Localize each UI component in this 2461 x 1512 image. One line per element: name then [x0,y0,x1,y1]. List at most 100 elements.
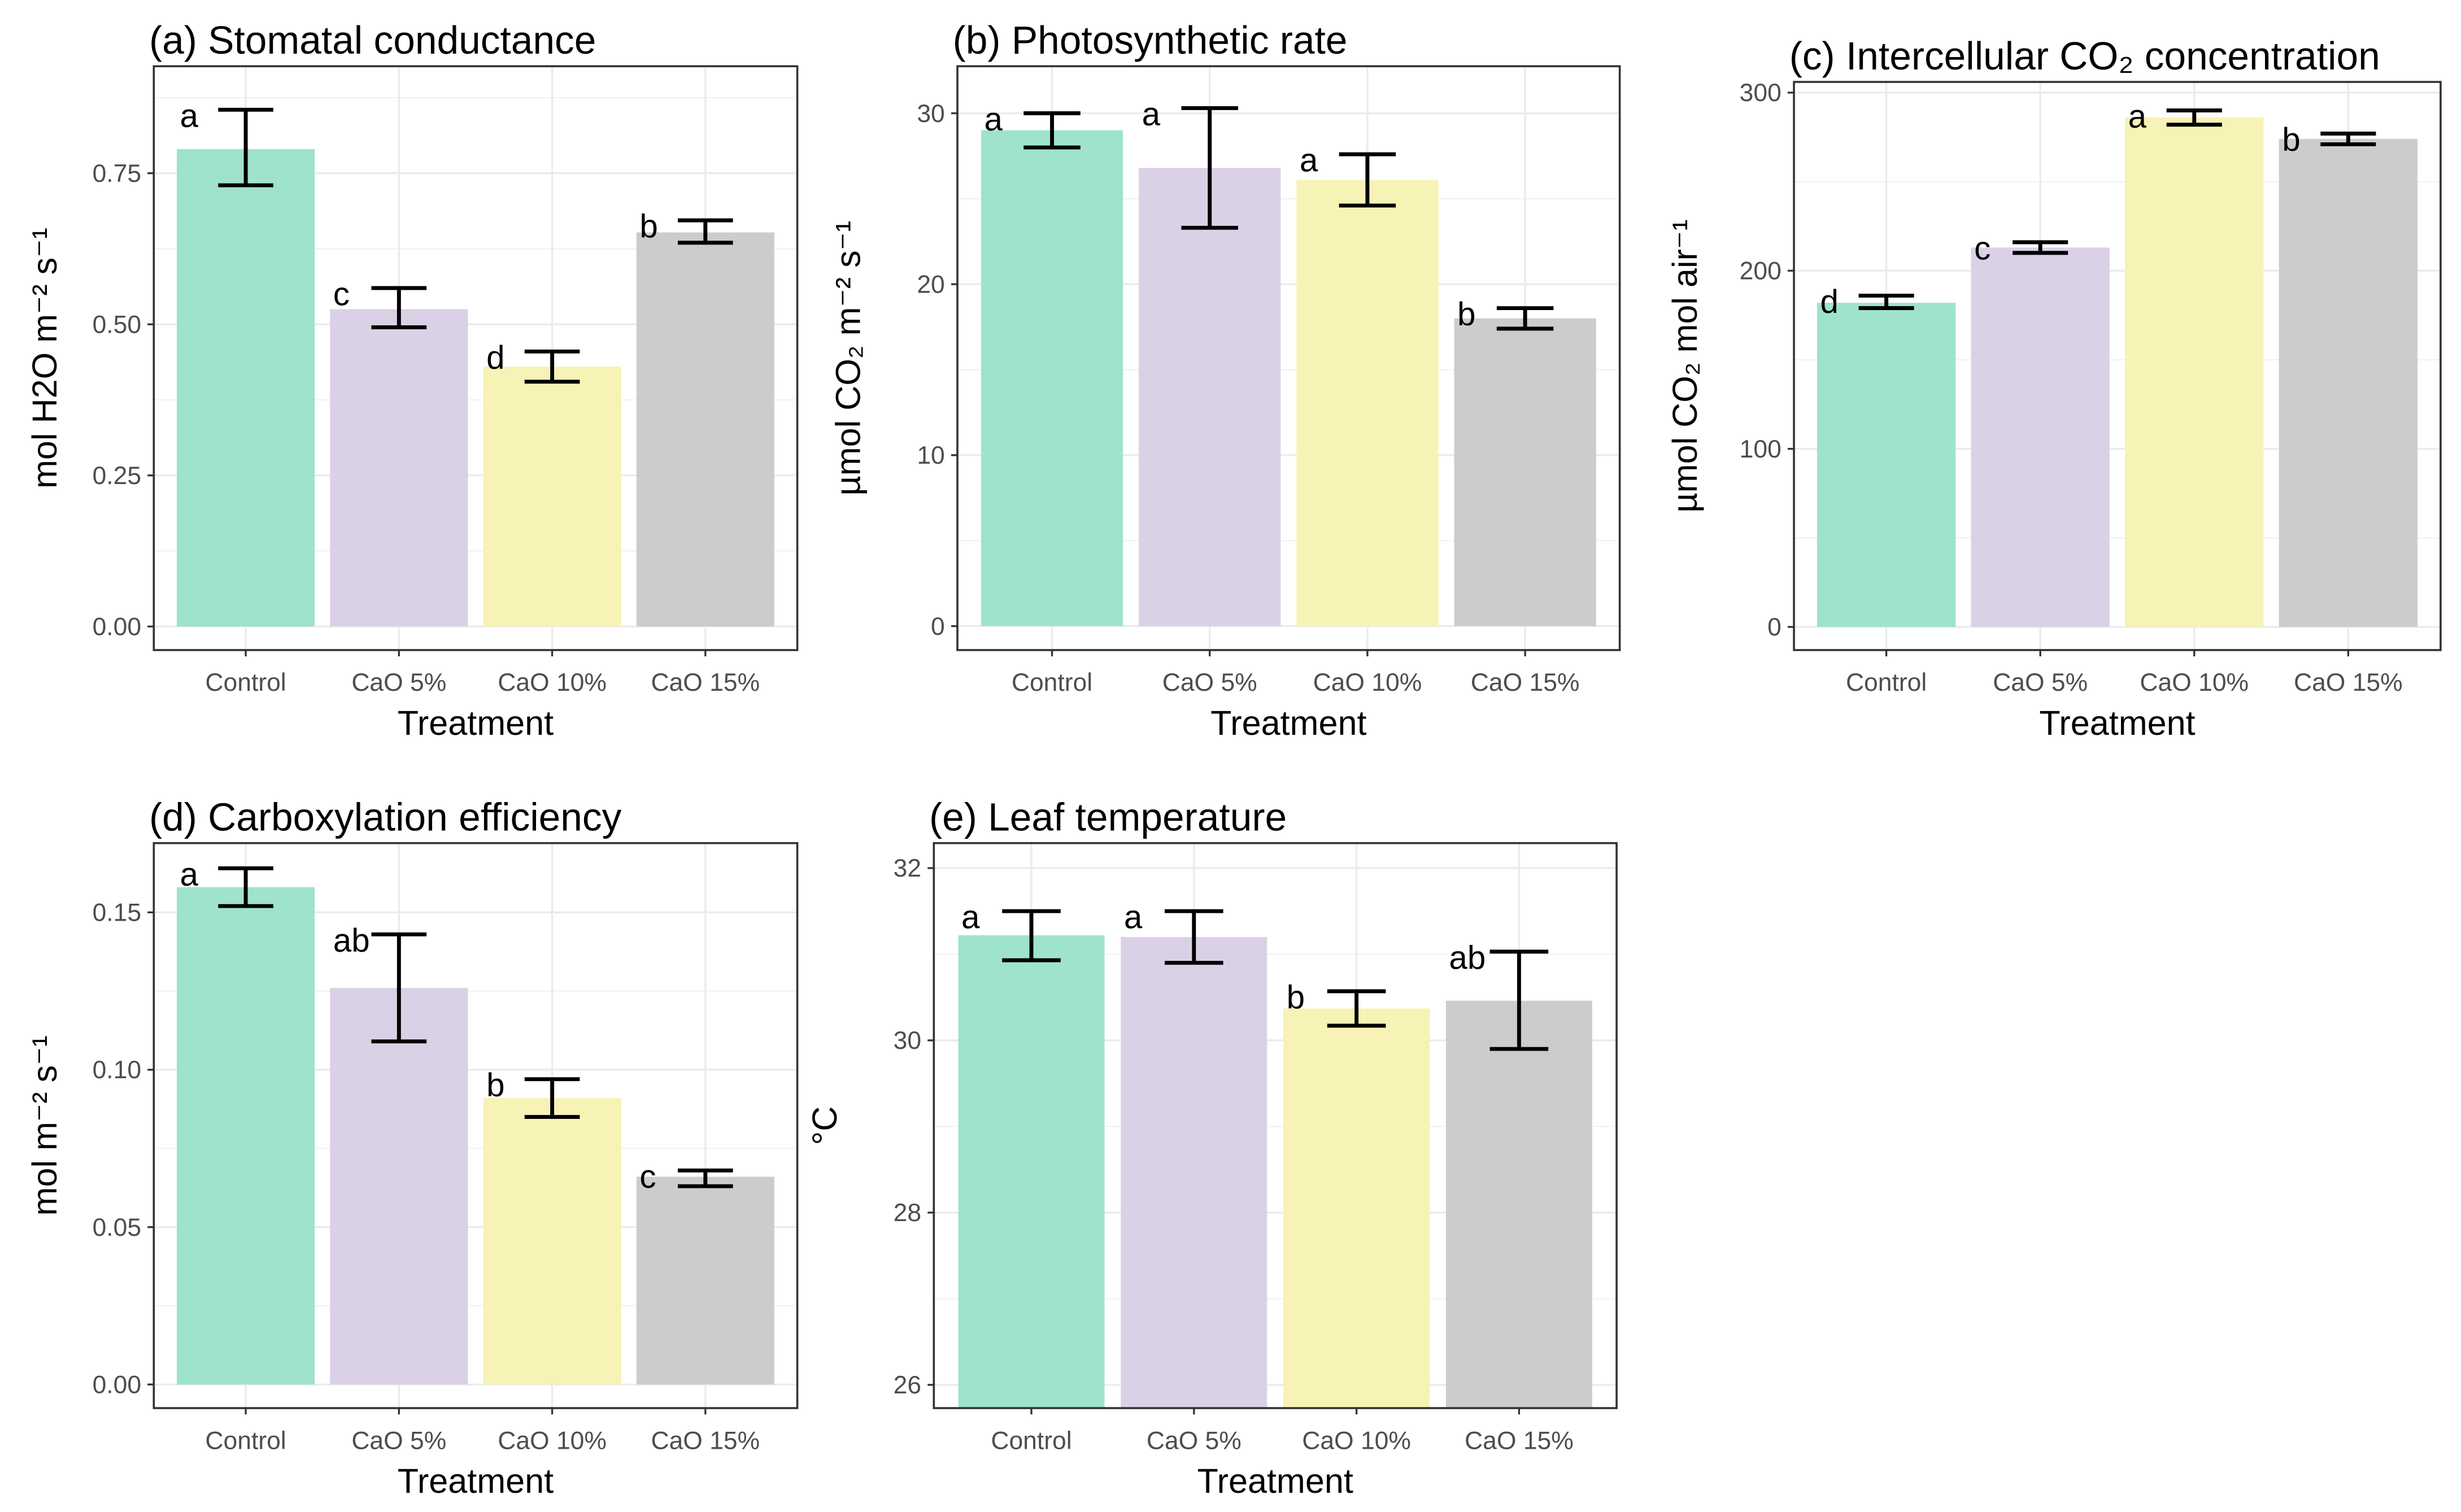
bar [177,149,315,627]
x-tick-label: CaO 10% [498,1427,607,1454]
x-axis-label: Treatment [1197,1462,1353,1500]
y-tick-label: 0.25 [93,462,141,490]
bar [1296,180,1439,626]
bar [330,988,468,1385]
bar [636,232,774,627]
x-tick-label: CaO 5% [351,669,446,696]
y-tick-label: 0 [1767,613,1781,641]
bar [483,1098,621,1385]
x-tick-label: Control [205,1427,286,1454]
bar [981,130,1123,626]
significance-letter: b [1457,296,1475,333]
significance-letter: b [1287,979,1305,1016]
x-tick-label: CaO 5% [1162,669,1257,696]
y-tick-label: 0.10 [93,1056,141,1084]
panel-title: (d) Carboxylation efficiency [149,795,622,839]
plot-border [933,842,1618,1409]
x-tick-label: CaO 15% [651,1427,760,1454]
y-tick-label: 200 [1740,258,1781,285]
x-tick-label: CaO 10% [498,669,607,696]
y-tick-label: 20 [917,271,944,298]
bar [1121,936,1267,1409]
y-tick-label: 32 [894,855,921,882]
bar [483,367,621,627]
x-axis-label: Treatment [2039,704,2195,742]
significance-letter: ab [333,922,370,959]
bar [636,1177,774,1385]
y-tick-label: 30 [917,100,944,128]
x-tick-label: CaO 10% [1313,669,1422,696]
plot-border [153,842,799,1409]
bar [958,935,1105,1409]
significance-letter: a [1124,899,1143,936]
panel-e: 26 28 30 32 a Control a CaO 5% b CaO 10% ab CaO 15%… [805,795,1618,1500]
y-tick-label: 0.50 [93,311,141,338]
panel-b: 0 10 20 30 a Control a CaO 5% a CaO 10% b CaO 15% (b… [829,18,1621,742]
x-tick-label: CaO 15% [2294,669,2403,696]
significance-letter: a [180,98,199,134]
y-axis-label: mol m⁻² s⁻¹ [25,1035,64,1215]
x-tick-label: CaO 10% [1302,1427,1411,1454]
significance-letter: b [486,1067,504,1104]
bar [1283,1008,1430,1409]
significance-letter: a [1300,142,1318,179]
panel-c: 0 100 200 300 d Control c CaO 5% a CaO 10% b CaO 15… [1666,34,2442,742]
x-tick-label: CaO 10% [2140,669,2249,696]
significance-letter: a [2128,98,2147,135]
y-axis-label: °C [805,1106,844,1145]
x-tick-label: CaO 5% [1993,669,2088,696]
plot-border [153,65,799,651]
y-axis-label: µmol CO₂ mol air⁻¹ [1666,219,1704,512]
bar [1971,247,2110,627]
significance-letter: ab [1449,939,1486,976]
y-tick-label: 0.00 [93,1371,141,1399]
y-axis-label: µmol CO₂ m⁻² s⁻¹ [829,221,868,496]
x-tick-label: Control [205,669,286,696]
significance-letter: b [2282,121,2300,158]
y-tick-label: 100 [1740,435,1781,463]
panel-title: (e) Leaf temperature [929,795,1287,839]
y-tick-label: 30 [894,1027,921,1055]
plot-border [956,65,1621,651]
y-tick-label: 300 [1740,79,1781,107]
y-tick-label: 10 [917,442,944,469]
significance-letter: a [961,899,980,936]
panel-a: 0.00 0.25 0.50 0.75 a Control c CaO 5% d CaO 10% b… [25,18,799,742]
bar [177,887,315,1385]
y-tick-label: 0.00 [93,613,141,640]
significance-letter: a [984,101,1003,138]
x-tick-label: Control [1846,669,1927,696]
bar [1817,303,1956,627]
x-tick-label: Control [1012,669,1092,696]
y-axis-label: mol H2O m⁻² s⁻¹ [25,228,64,489]
significance-letter: c [1974,230,1990,267]
significance-letter: d [486,339,504,376]
significance-letter: a [1142,96,1161,133]
bar [330,309,468,627]
x-axis-label: Treatment [398,1462,554,1500]
panel-title: (a) Stomatal conductance [149,18,596,62]
significance-letter: c [333,276,350,313]
x-tick-label: CaO 15% [651,669,760,696]
bar [2279,138,2418,627]
x-tick-label: CaO 15% [1471,669,1580,696]
panel-title: (b) Photosynthetic rate [953,18,1348,62]
x-axis-label: Treatment [1210,704,1366,742]
y-tick-label: 0 [931,613,945,640]
y-tick-label: 0.15 [93,899,141,927]
y-tick-label: 0.75 [93,160,141,188]
y-tick-label: 0.05 [93,1214,141,1241]
x-axis-label: Treatment [398,704,554,742]
x-tick-label: CaO 5% [351,1427,446,1454]
x-tick-label: CaO 15% [1465,1427,1574,1454]
significance-letter: c [639,1158,656,1195]
x-tick-label: CaO 5% [1147,1427,1242,1454]
significance-letter: d [1820,284,1838,320]
significance-letter: b [639,208,657,245]
bar [1454,318,1596,626]
plot-border [1793,81,2442,651]
bar [1139,168,1281,626]
y-tick-label: 26 [894,1371,921,1399]
x-tick-label: Control [991,1427,1071,1454]
